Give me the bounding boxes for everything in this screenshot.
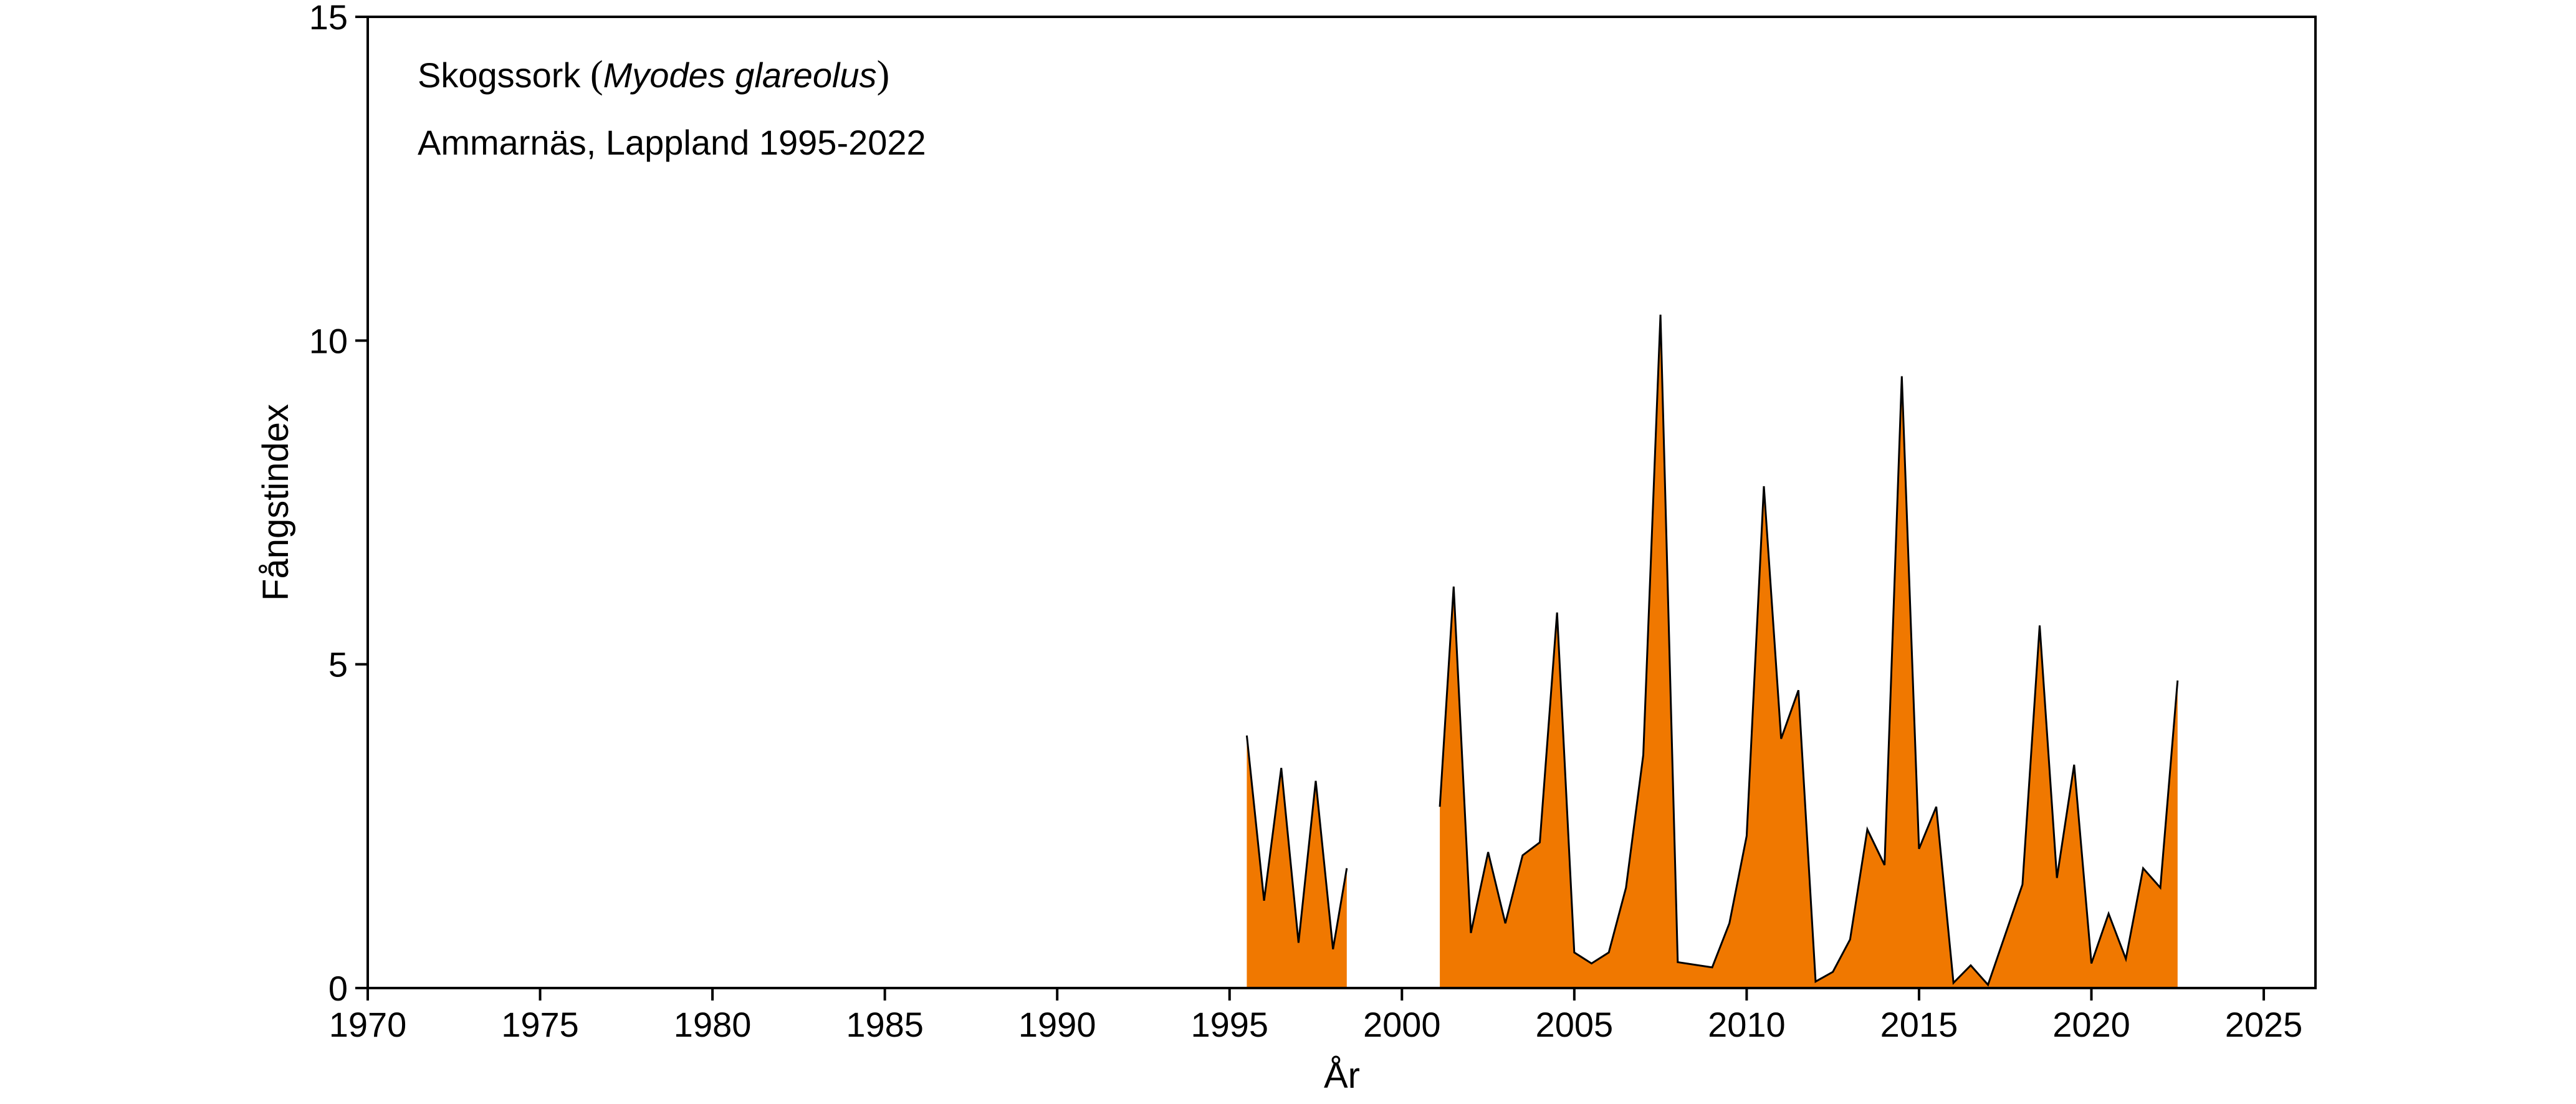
- location-label: Ammarnäs, Lappland 1995-2022: [418, 123, 926, 162]
- y-tick-label: 5: [328, 645, 348, 684]
- y-tick-label: 15: [309, 0, 348, 37]
- x-tick-label: 2005: [1536, 1005, 1614, 1044]
- species-label: Skogssork (Myodes glareolus): [418, 54, 889, 96]
- y-axis-title: Fångstindex: [256, 404, 296, 601]
- x-tick-label: 2010: [1708, 1005, 1786, 1044]
- plot-area: [366, 16, 2317, 989]
- plot-frame: [366, 16, 2317, 989]
- x-tick-label: 1990: [1018, 1005, 1096, 1044]
- area-layer: [1245, 314, 2179, 988]
- area-segment-1: [1247, 735, 1347, 988]
- x-tick-label: 1970: [329, 1005, 407, 1044]
- species-scientific-name: Myodes glareolus: [603, 55, 877, 95]
- species-paren-open: (: [590, 54, 603, 96]
- x-axis-title: År: [1324, 1055, 1360, 1096]
- x-axis: 1970 1975 1980 1985 1990 1995 2000 2005 2010 2015…: [329, 988, 2303, 1044]
- x-tick-label: 1985: [846, 1005, 924, 1044]
- x-tick-label: 2000: [1363, 1005, 1441, 1044]
- x-tick-label: 2020: [2052, 1005, 2130, 1044]
- x-tick-label: 2015: [1880, 1005, 1958, 1044]
- y-axis: 0 5 10 15: [309, 0, 368, 1008]
- area-outline-2: [1439, 314, 2179, 987]
- y-tick-label: 10: [309, 321, 348, 360]
- y-tick-label: 0: [328, 969, 348, 1008]
- x-tick-label: 1980: [674, 1005, 752, 1044]
- x-tick-label: 1975: [501, 1005, 579, 1044]
- x-tick-label: 1995: [1190, 1005, 1268, 1044]
- area-segment-2: [1440, 314, 2178, 988]
- species-paren-close: ): [877, 54, 890, 96]
- area-outline-1: [1245, 735, 1348, 949]
- species-prefix: Skogssork: [418, 55, 590, 95]
- chart-annotation: Skogssork (Myodes glareolus) Ammarnäs, L…: [418, 54, 926, 162]
- x-tick-label: 2025: [2225, 1005, 2303, 1044]
